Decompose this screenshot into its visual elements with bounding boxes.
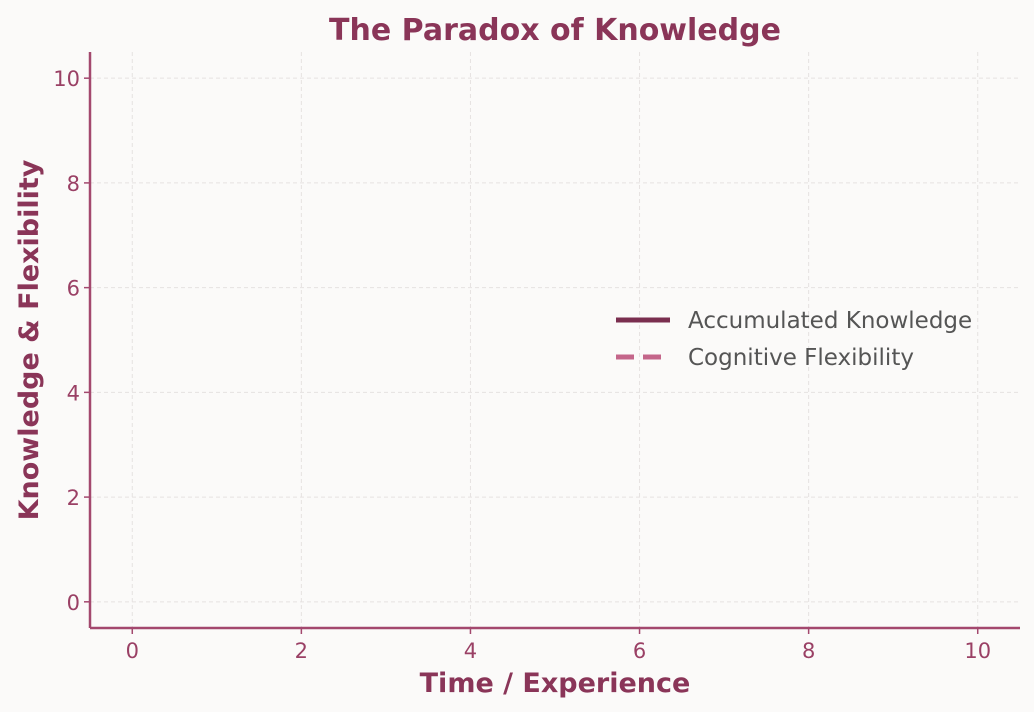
x-tick-label: 10 bbox=[964, 639, 991, 663]
grid bbox=[90, 52, 1020, 628]
x-tick-label: 0 bbox=[126, 639, 139, 663]
y-tick-label: 6 bbox=[67, 277, 80, 301]
y-tick-label: 0 bbox=[67, 591, 80, 615]
x-axis-label: Time / Experience bbox=[420, 668, 691, 699]
chart-title: The Paradox of Knowledge bbox=[329, 13, 781, 48]
x-tick-label: 2 bbox=[295, 639, 308, 663]
y-tick-label: 8 bbox=[67, 172, 80, 196]
legend-label-accumulated-knowledge: Accumulated Knowledge bbox=[688, 308, 972, 334]
y-tick-label: 4 bbox=[67, 381, 80, 405]
legend-label-cognitive-flexibility: Cognitive Flexibility bbox=[688, 345, 914, 371]
axes bbox=[88, 52, 1020, 630]
x-tick-label: 4 bbox=[464, 639, 477, 663]
x-tick-label: 8 bbox=[802, 639, 815, 663]
y-ticks: 0 2 4 6 8 10 bbox=[53, 67, 90, 615]
y-tick-label: 10 bbox=[53, 67, 80, 91]
y-tick-label: 2 bbox=[67, 486, 80, 510]
y-axis-label: Knowledge & Flexibility bbox=[14, 159, 45, 520]
x-tick-label: 6 bbox=[633, 639, 646, 663]
legend: Accumulated Knowledge Cognitive Flexibil… bbox=[616, 308, 972, 371]
x-ticks: 0 2 4 6 8 10 bbox=[126, 628, 991, 663]
